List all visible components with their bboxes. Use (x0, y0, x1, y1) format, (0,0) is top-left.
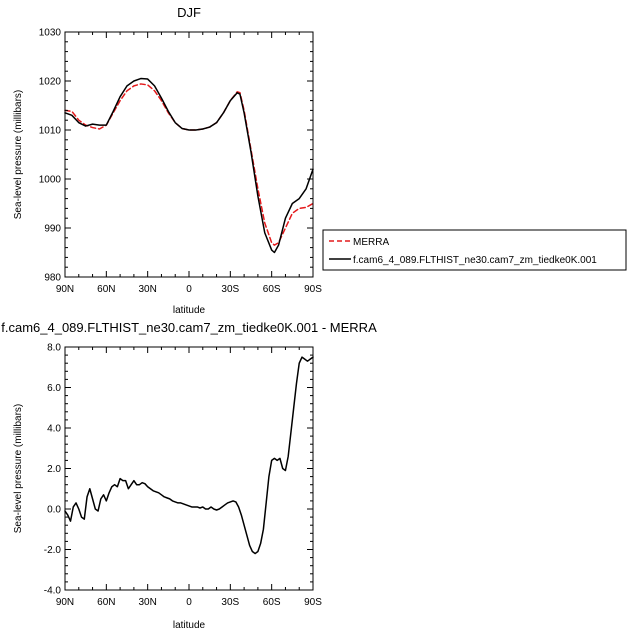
top-x-ticks: 90N 60N 30N 0 30S 60S 90S (56, 32, 322, 295)
top-chart-title: DJF (177, 5, 201, 20)
top-y-tick-label: 980 (44, 273, 61, 284)
top-series-line-0 (64, 83, 314, 246)
top-series-lines (64, 77, 314, 254)
bottom-x-tick-label: 30S (221, 597, 239, 608)
bottom-x-tick-label: 30N (138, 597, 156, 608)
bottom-x-ticks: 90N 60N 30N 0 30S 60S 90S (56, 347, 322, 608)
bottom-y-tick-label: 0.0 (47, 505, 61, 516)
top-y-axis-title: Sea-level pressure (millibars) (13, 90, 24, 219)
top-y-tick-label: 1030 (39, 28, 62, 39)
top-x-tick-label: 90S (304, 284, 322, 295)
bottom-y-axis-title: Sea-level pressure (millibars) (13, 404, 24, 533)
bottom-series-lines (64, 356, 314, 555)
bottom-chart-title: f.cam6_4_089.FLTHIST_ne30.cam7_zm_tiedke… (1, 320, 377, 335)
bottom-plot-frame (64, 346, 314, 591)
legend-label-merra: MERRA (353, 237, 389, 248)
bottom-panel: f.cam6_4_089.FLTHIST_ne30.cam7_zm_tiedke… (1, 320, 377, 631)
top-y-tick-label: 1020 (39, 77, 62, 88)
bottom-x-tick-label: 60S (263, 597, 281, 608)
top-x-tick-label: 90N (56, 284, 74, 295)
top-plot-frame (64, 31, 314, 278)
top-x-axis-title: latitude (173, 305, 206, 316)
bottom-y-tick-label: 4.0 (47, 424, 61, 435)
top-x-tick-label: 60S (263, 284, 281, 295)
top-x-tick-label: 0 (186, 284, 192, 295)
top-y-tick-label: 990 (44, 224, 61, 235)
top-panel: DJF 90N 60N 30N 0 30S 60S 90S 980 990 1000 1010 10… (13, 5, 322, 316)
legend-box (322, 229, 627, 271)
bottom-x-axis-title: latitude (173, 620, 206, 631)
top-x-tick-label: 60N (97, 284, 115, 295)
bottom-y-tick-label: 2.0 (47, 464, 61, 475)
top-x-tick-label: 30N (138, 284, 156, 295)
top-y-tick-label: 1000 (39, 175, 62, 186)
top-y-ticks: 980 990 1000 1010 1020 1030 (39, 28, 313, 284)
bottom-x-tick-label: 0 (186, 597, 192, 608)
legend: MERRA f.cam6_4_089.FLTHIST_ne30.cam7_zm_… (322, 229, 627, 271)
bottom-y-ticks: -4.0 -2.0 0.0 2.0 4.0 6.0 8.0 (44, 343, 313, 597)
legend-label-model: f.cam6_4_089.FLTHIST_ne30.cam7_zm_tiedke… (353, 255, 597, 266)
bottom-x-tick-label: 60N (97, 597, 115, 608)
bottom-x-tick-label: 90N (56, 597, 74, 608)
top-series-line-1 (64, 77, 314, 254)
bottom-y-tick-label: 8.0 (47, 343, 61, 354)
bottom-x-tick-label: 90S (304, 597, 322, 608)
bottom-series-line-0 (64, 356, 314, 555)
top-x-tick-label: 30S (221, 284, 239, 295)
bottom-y-tick-label: -2.0 (44, 545, 62, 556)
bottom-y-tick-label: 6.0 (47, 383, 61, 394)
bottom-y-tick-label: -4.0 (44, 586, 62, 597)
top-y-tick-label: 1010 (39, 126, 62, 137)
